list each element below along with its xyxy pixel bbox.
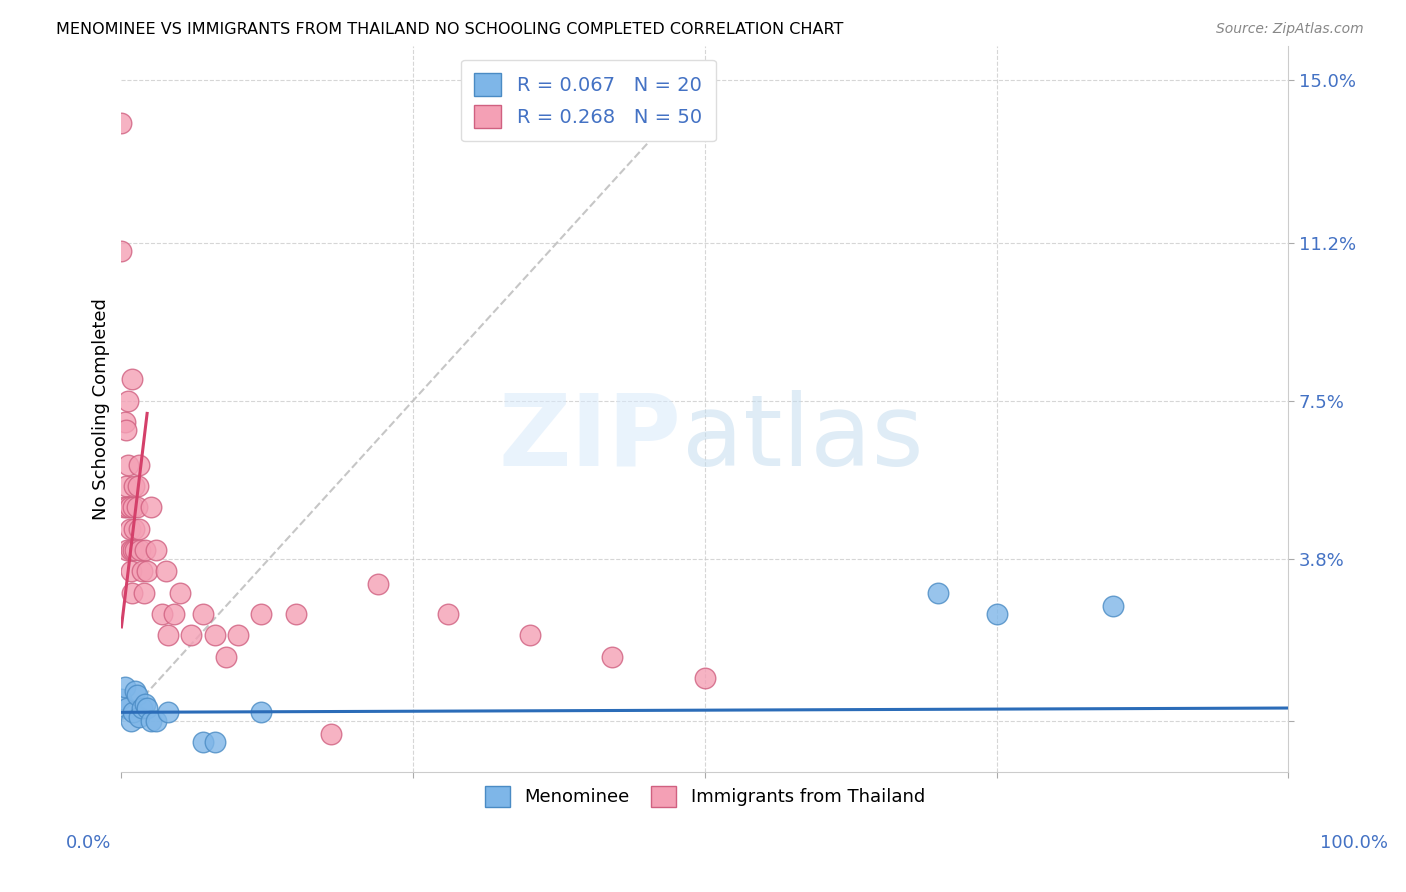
Point [125, 500, 148, 515]
Point [110, 692, 132, 706]
Point [250, 706, 273, 720]
Point [124, 522, 146, 536]
Point [191, 735, 214, 749]
Point [204, 735, 226, 749]
Point [120, 543, 142, 558]
Point [437, 607, 460, 621]
Point [204, 628, 226, 642]
Point [157, 706, 180, 720]
Point [134, 543, 156, 558]
Point [131, 701, 153, 715]
Point [127, 479, 149, 493]
Point [117, 701, 139, 715]
Point [367, 577, 389, 591]
Point [120, 565, 142, 579]
Point [128, 522, 150, 536]
Point [321, 726, 343, 740]
Point [117, 500, 139, 515]
Point [118, 522, 141, 536]
Point [115, 479, 138, 493]
Point [114, 415, 136, 429]
Point [132, 586, 155, 600]
Point [128, 458, 150, 472]
Point [120, 714, 142, 728]
Text: atlas: atlas [682, 390, 924, 487]
Point [600, 649, 623, 664]
Point [519, 628, 541, 642]
Point [169, 586, 191, 600]
Point [1102, 599, 1125, 613]
Point [114, 680, 136, 694]
Point [134, 697, 156, 711]
Point [110, 116, 132, 130]
Text: ZIP: ZIP [499, 390, 682, 487]
Text: 0.0%: 0.0% [66, 834, 111, 852]
Point [136, 565, 159, 579]
Point [122, 543, 145, 558]
Text: Source: ZipAtlas.com: Source: ZipAtlas.com [1216, 22, 1364, 37]
Point [226, 628, 249, 642]
Point [115, 424, 138, 438]
Point [117, 393, 139, 408]
Point [136, 701, 159, 715]
Point [118, 500, 141, 515]
Point [117, 458, 139, 472]
Point [150, 607, 173, 621]
Point [122, 500, 145, 515]
Point [157, 628, 180, 642]
Point [155, 565, 177, 579]
Point [986, 607, 1008, 621]
Point [693, 671, 716, 685]
Point [128, 709, 150, 723]
Point [139, 714, 162, 728]
Point [191, 607, 214, 621]
Point [121, 372, 143, 386]
Point [129, 543, 152, 558]
Point [124, 684, 146, 698]
Point [112, 500, 135, 515]
Point [163, 607, 186, 621]
Point [145, 543, 167, 558]
Point [122, 706, 145, 720]
Point [285, 607, 308, 621]
Point [927, 586, 949, 600]
Point [215, 649, 238, 664]
Point [110, 244, 132, 259]
Point [180, 628, 202, 642]
Point [145, 714, 167, 728]
Point [139, 500, 162, 515]
Point [117, 543, 139, 558]
Point [121, 586, 143, 600]
Legend: Menominee, Immigrants from Thailand: Menominee, Immigrants from Thailand [474, 775, 936, 817]
Point [131, 565, 153, 579]
Text: 100.0%: 100.0% [1320, 834, 1388, 852]
Point [124, 543, 146, 558]
Point [250, 607, 273, 621]
Point [125, 688, 148, 702]
Point [124, 479, 146, 493]
Text: MENOMINEE VS IMMIGRANTS FROM THAILAND NO SCHOOLING COMPLETED CORRELATION CHART: MENOMINEE VS IMMIGRANTS FROM THAILAND NO… [56, 22, 844, 37]
Y-axis label: No Schooling Completed: No Schooling Completed [93, 298, 110, 520]
